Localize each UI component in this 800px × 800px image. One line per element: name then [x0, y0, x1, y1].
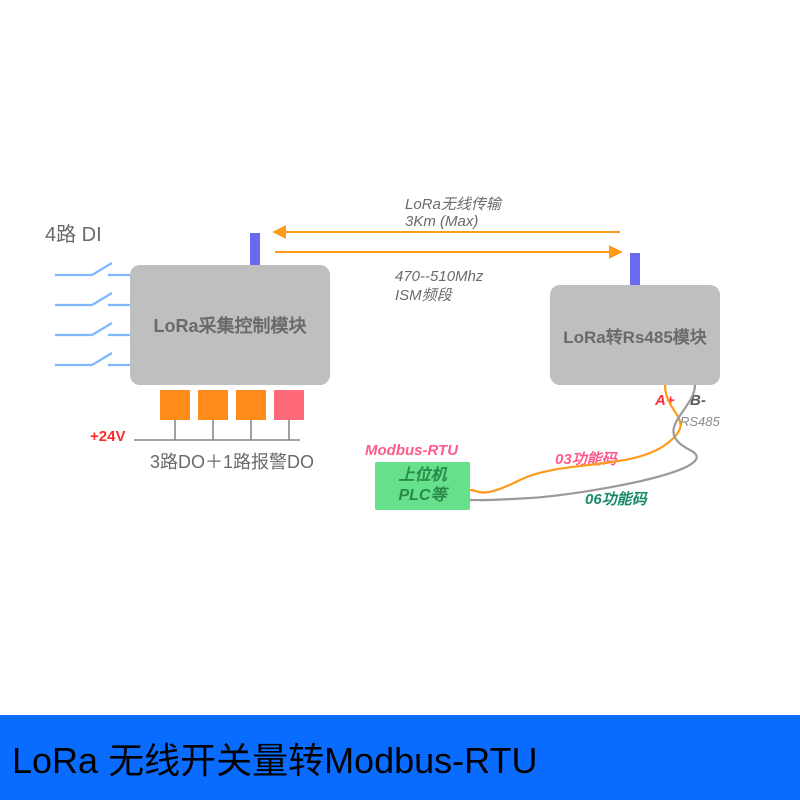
- di-label: 4路 DI: [45, 218, 102, 247]
- module-left-label: LoRa采集控制模块: [154, 312, 307, 338]
- rs485-label: RS485: [680, 414, 720, 429]
- wireless-freq-line1: 470--510Mhz: [395, 268, 483, 287]
- antenna-left: [250, 233, 260, 265]
- do-port-3: [236, 390, 266, 420]
- code06-label: 06功能码: [585, 488, 647, 509]
- modbus-label: Modbus-RTU: [365, 442, 458, 459]
- di-switches-icon: [55, 263, 130, 365]
- rs485-wire-a-icon: [470, 385, 681, 493]
- do-port-2: [198, 390, 228, 420]
- do-port-1: [160, 390, 190, 420]
- do-bus-wires-icon: [134, 420, 300, 440]
- wireless-freq: 470--510Mhz ISM频段: [395, 268, 483, 306]
- diagram-stage: LoRa采集控制模块 LoRa转Rs485模块 4路 DI +24V 3路DO＋…: [0, 0, 800, 800]
- wires-overlay: [0, 0, 800, 800]
- do-label: 3路DO＋1路报警DO: [150, 448, 314, 474]
- antenna-right: [630, 253, 640, 285]
- rs485-b-label: B-: [690, 392, 706, 409]
- plc-line2: PLC等: [398, 486, 446, 506]
- rs485-a-label: A+: [655, 392, 675, 409]
- supply-24v-label: +24V: [90, 428, 125, 445]
- wireless-label-dist: 3Km (Max): [405, 213, 478, 230]
- wireless-freq-line2: ISM频段: [395, 287, 483, 306]
- wireless-label-top: LoRa无线传输: [405, 193, 501, 214]
- plc-line1: 上位机: [398, 466, 446, 486]
- do-port-alarm: [274, 390, 304, 420]
- module-left: LoRa采集控制模块: [130, 265, 330, 385]
- code03-label: 03功能码: [555, 448, 617, 469]
- module-right: LoRa转Rs485模块: [550, 285, 720, 385]
- footer-bar: LoRa 无线开关量转Modbus-RTU: [0, 715, 800, 800]
- plc-box: 上位机 PLC等: [375, 462, 470, 510]
- module-right-label: LoRa转Rs485模块: [563, 323, 707, 348]
- footer-title: LoRa 无线开关量转Modbus-RTU: [12, 732, 537, 784]
